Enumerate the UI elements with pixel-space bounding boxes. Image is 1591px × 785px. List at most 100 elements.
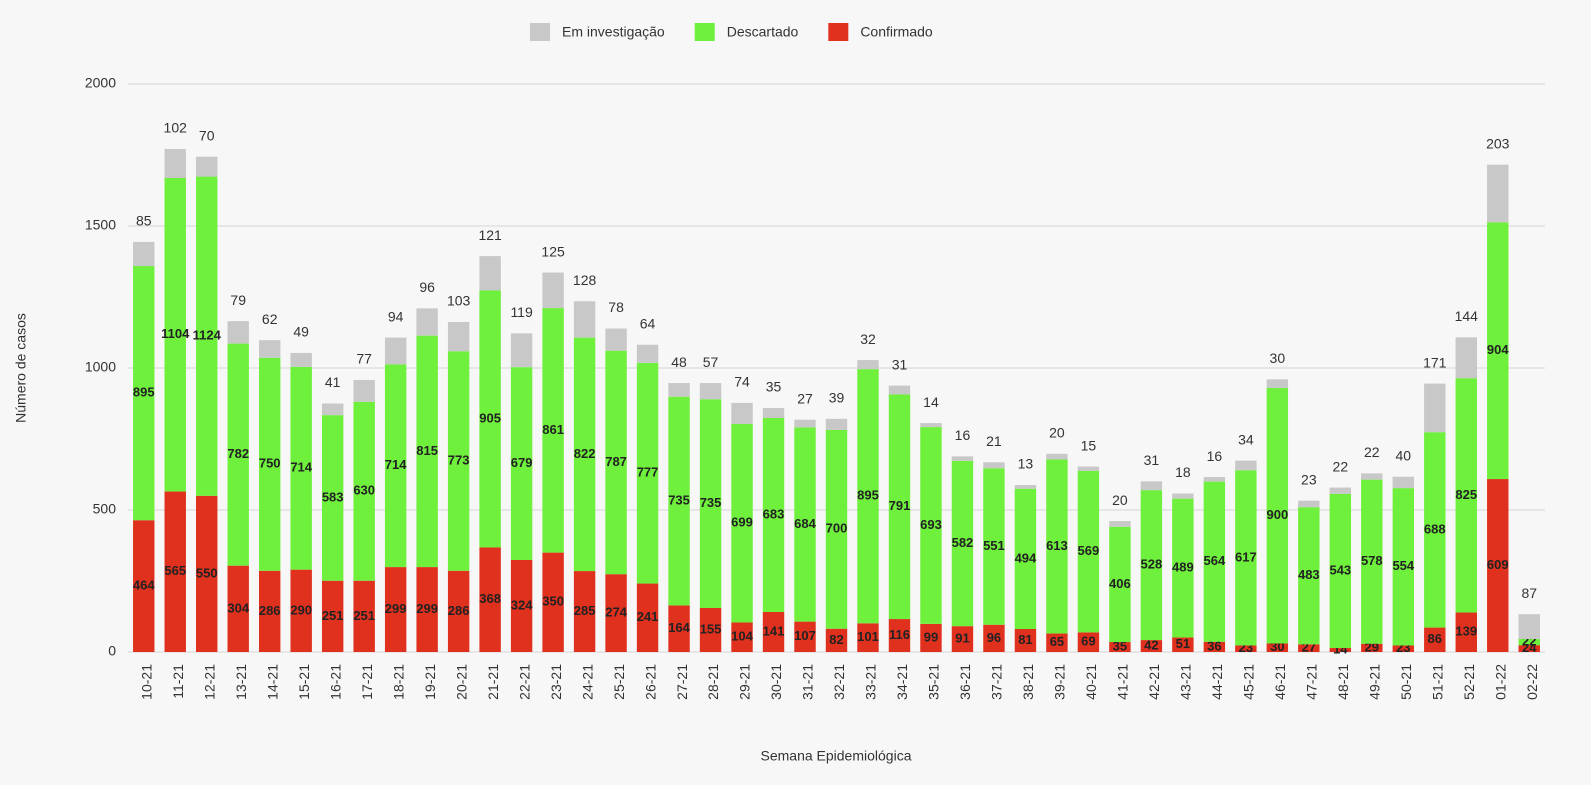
data-label: 569 <box>1078 543 1100 558</box>
bar-segment <box>1046 633 1068 652</box>
bar-segment <box>1014 628 1037 652</box>
bar-segment <box>1329 493 1352 649</box>
bar-segment <box>1140 640 1163 652</box>
data-label: 861 <box>542 422 564 437</box>
bar-segment <box>1329 648 1352 652</box>
data-label: 20 <box>1049 424 1065 440</box>
legend-label: Confirmado <box>860 24 933 40</box>
bar-segment <box>1392 476 1415 489</box>
bar-segment <box>1487 479 1509 652</box>
bar-segment <box>542 272 564 309</box>
bar-segment <box>1203 481 1226 642</box>
data-label: 15 <box>1081 437 1097 453</box>
data-label: 87 <box>1521 585 1537 601</box>
bar-segment <box>1455 378 1477 613</box>
data-label: 116 <box>889 627 910 642</box>
x-tick-label: 25-21 <box>611 664 627 700</box>
data-label: 64 <box>640 315 656 331</box>
bar-segment <box>290 352 312 367</box>
data-label: 139 <box>1455 624 1477 639</box>
bar-segment <box>542 552 564 652</box>
bar-segment <box>321 580 344 652</box>
bar-segment <box>1392 488 1415 646</box>
data-label: 688 <box>1424 521 1446 536</box>
data-label: 617 <box>1235 549 1257 564</box>
data-label: 94 <box>388 308 404 324</box>
bar-segment <box>825 628 848 652</box>
data-label: 489 <box>1172 560 1194 575</box>
bar-segment <box>731 402 753 424</box>
bar-segment <box>636 344 659 363</box>
data-label: 251 <box>322 608 344 623</box>
x-tick-label: 31-21 <box>800 664 816 700</box>
bar-segment <box>825 429 848 629</box>
bar-segment <box>416 308 438 336</box>
bar-segment <box>479 256 501 291</box>
data-label: 96 <box>987 630 1001 645</box>
data-label: 583 <box>322 489 344 504</box>
bar-segment <box>164 149 186 179</box>
x-tick-label: 16-21 <box>327 664 343 700</box>
bar-segment <box>1298 644 1320 652</box>
data-label: 693 <box>920 517 942 532</box>
x-tick-label: 10-21 <box>138 664 154 700</box>
bar-segment <box>196 495 218 652</box>
bar-segment <box>1109 642 1131 652</box>
data-label: 103 <box>447 293 471 309</box>
data-label: 582 <box>952 535 974 550</box>
x-tick-label: 14-21 <box>264 664 280 700</box>
bar-segment <box>196 156 218 177</box>
bar-segment <box>1046 459 1068 634</box>
x-tick-label: 02-22 <box>1524 664 1540 700</box>
data-label: 735 <box>700 495 722 510</box>
bar-segment <box>1329 487 1352 494</box>
data-label: 31 <box>1144 452 1160 468</box>
data-label: 578 <box>1361 553 1383 568</box>
data-label: 609 <box>1487 557 1509 572</box>
x-tick-label: 35-21 <box>926 664 942 700</box>
data-label: 81 <box>1018 632 1032 647</box>
data-label: 483 <box>1298 567 1320 582</box>
data-label: 905 <box>479 410 501 425</box>
x-tick-label: 20-21 <box>453 664 469 700</box>
bar-segment <box>951 460 974 627</box>
data-label: 822 <box>574 446 596 461</box>
bar-segment <box>920 423 942 428</box>
data-label: 274 <box>605 605 627 620</box>
bar-segment <box>290 366 312 570</box>
bar-segment <box>479 290 501 548</box>
data-label: 528 <box>1141 557 1163 572</box>
data-label: 1104 <box>161 326 190 341</box>
data-label: 22 <box>1364 444 1380 460</box>
x-tick-label: 24-21 <box>579 664 595 700</box>
bar-segment <box>605 574 627 652</box>
data-label: 551 <box>983 538 1005 553</box>
legend-label: Em investigação <box>562 24 665 40</box>
bar-segment <box>636 362 659 584</box>
x-tick-label: 27-21 <box>674 664 690 700</box>
data-label: 773 <box>448 452 470 467</box>
data-label: 16 <box>1207 448 1223 464</box>
x-tick-label: 42-21 <box>1146 664 1162 700</box>
bar-segment <box>1014 485 1037 489</box>
x-tick-label: 22-21 <box>516 664 532 700</box>
data-label: 48 <box>671 354 687 370</box>
x-tick-label: 29-21 <box>737 664 753 700</box>
data-label: 791 <box>889 498 911 513</box>
x-tick-label: 52-21 <box>1461 664 1477 700</box>
x-tick-label: 38-21 <box>1020 664 1036 700</box>
bar-segment <box>258 570 281 652</box>
bar-segment <box>699 383 722 400</box>
bar-segment <box>542 308 564 553</box>
bar-segment <box>983 624 1005 652</box>
data-label: 35 <box>766 379 782 395</box>
bar-segment <box>794 427 816 622</box>
data-label: 82 <box>829 632 843 647</box>
data-label: 102 <box>164 120 188 136</box>
data-label: 164 <box>668 620 690 635</box>
data-label: 34 <box>1238 431 1254 447</box>
data-label: 904 <box>1487 342 1509 357</box>
bar-segment <box>353 379 375 402</box>
bar-segment <box>1235 460 1257 471</box>
bar-segment <box>510 367 533 560</box>
